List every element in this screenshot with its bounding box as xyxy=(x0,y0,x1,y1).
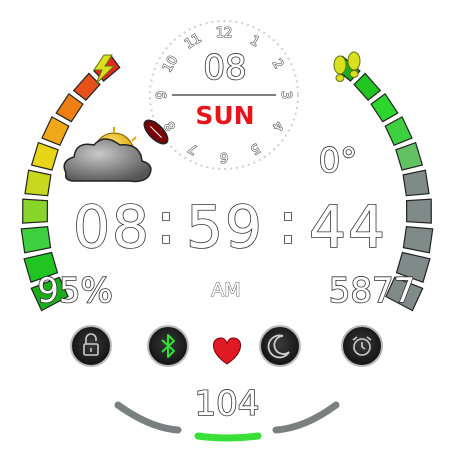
steps-count: 5877 xyxy=(329,271,416,311)
partly-cloudy-icon xyxy=(63,127,152,183)
dial-number: 10 xyxy=(160,53,181,75)
arc-segment-left xyxy=(114,401,182,434)
lightning-bolt-icon xyxy=(93,54,116,85)
time-minutes: 59 xyxy=(186,193,264,261)
time-hours: 08 xyxy=(73,193,151,261)
gauge-segment xyxy=(402,226,434,254)
time-separator-1: : xyxy=(156,189,178,257)
bluetooth-icon xyxy=(161,334,175,358)
gauge-segment xyxy=(405,198,432,224)
bluetooth-button[interactable] xyxy=(147,325,189,367)
gauge-segment xyxy=(20,226,52,254)
gauge-segment xyxy=(395,251,431,283)
heart-rate-value: 104 xyxy=(195,384,260,424)
arc-segment-right xyxy=(272,401,340,434)
gauge-segment xyxy=(370,92,399,123)
moon-icon xyxy=(267,334,290,359)
battery-level-gauge xyxy=(20,55,121,312)
gauge-segment xyxy=(402,169,430,197)
heart-rate-arc xyxy=(114,401,340,442)
gauge-segment xyxy=(41,116,70,146)
day-number: 08 xyxy=(203,48,246,88)
steps-progress-gauge xyxy=(333,55,434,312)
gauge-segment xyxy=(395,141,424,171)
gauge-segment xyxy=(384,116,413,146)
gauge-segment xyxy=(385,276,424,312)
gauge-segment xyxy=(30,276,69,312)
am-pm-indicator: AM xyxy=(211,279,240,301)
gauge-segment xyxy=(22,198,49,224)
temperature-value: 0° xyxy=(319,141,358,181)
time-seconds: 44 xyxy=(309,193,387,261)
dial-number: 12 xyxy=(216,26,233,41)
heart-icon xyxy=(213,337,241,365)
arc-segment-active xyxy=(194,432,262,442)
do-not-disturb-button[interactable] xyxy=(259,325,301,367)
gauge-segment xyxy=(353,72,382,102)
dial-number: 9 xyxy=(155,91,170,99)
alarm-clock-icon xyxy=(352,336,372,356)
gauge-segment xyxy=(30,141,59,171)
time-separator-2: : xyxy=(278,189,300,257)
gauge-segment xyxy=(24,169,52,197)
gauge-segment xyxy=(55,92,84,123)
lock-icon xyxy=(83,333,99,356)
dial-number: 6 xyxy=(220,149,228,164)
day-name: SUN xyxy=(195,101,254,130)
dial-hand-marker xyxy=(143,119,169,145)
gauge-segment xyxy=(23,251,59,283)
alarm-button[interactable] xyxy=(341,325,383,367)
battery-percent: 95% xyxy=(37,271,113,311)
dial-number: 3 xyxy=(278,91,293,99)
gauge-segment xyxy=(72,72,101,102)
lock-button[interactable] xyxy=(70,325,112,367)
footprints-icon xyxy=(333,51,361,82)
